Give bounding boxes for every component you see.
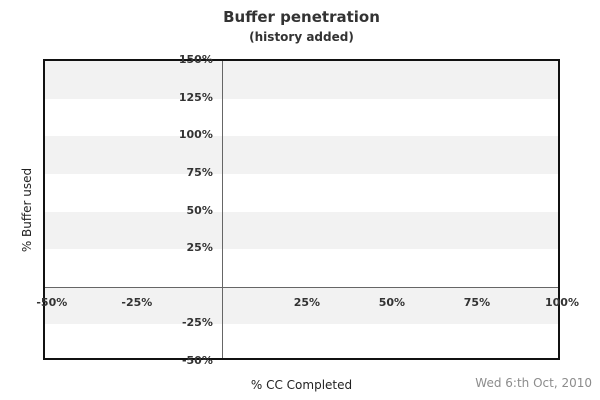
grid-band xyxy=(45,286,558,325)
y-tick-label: -25% xyxy=(181,316,213,330)
y-tick-label: 150% xyxy=(178,53,213,66)
chart-subtitle: (history added) xyxy=(249,30,354,44)
date-stamp: Wed 6:th Oct, 2010 xyxy=(475,376,592,390)
y-tick-label: -50% xyxy=(181,354,213,367)
x-tick-label: 100% xyxy=(545,295,579,309)
x-tick-label: -25% xyxy=(121,295,153,309)
grid-band xyxy=(45,211,558,250)
x-axis-title: % CC Completed xyxy=(250,378,353,392)
x-tick-label: 50% xyxy=(378,295,406,309)
y-axis-title: % Buffer used xyxy=(20,167,34,253)
chart-title: Buffer penetration xyxy=(223,8,380,26)
y-tick-label: 125% xyxy=(178,90,213,104)
grid-band xyxy=(45,136,558,174)
grid-band xyxy=(45,61,558,99)
y-tick-label: 75% xyxy=(186,165,213,179)
y-tick-label: 100% xyxy=(178,128,213,142)
y-tick-label: 25% xyxy=(186,241,213,255)
y-tick-label: 50% xyxy=(186,203,213,217)
x-tick-label: 75% xyxy=(463,295,491,309)
y-axis-zero-line xyxy=(222,61,223,358)
x-tick-label: -50% xyxy=(36,295,68,309)
x-tick-label: 25% xyxy=(293,295,321,309)
x-axis-zero-line xyxy=(45,287,558,288)
plot-area: 150% 125% 100% 75% 50% 25% -25% -50% -50% -25% 25%… xyxy=(36,53,579,367)
